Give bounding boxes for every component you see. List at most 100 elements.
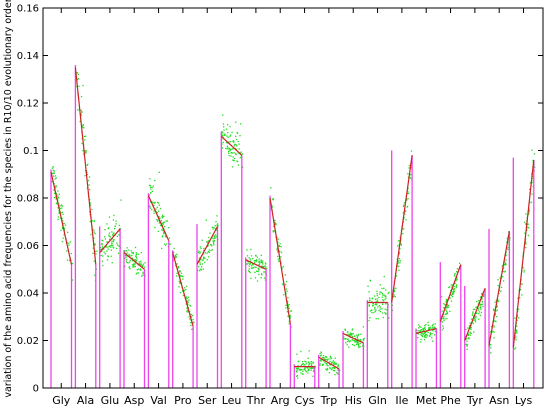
data-point <box>155 208 157 210</box>
data-point <box>134 263 136 265</box>
data-point <box>347 338 349 340</box>
data-point <box>298 360 300 362</box>
data-point <box>271 198 274 200</box>
data-point <box>322 363 324 365</box>
data-point <box>227 132 229 134</box>
data-point <box>131 252 133 254</box>
data-point <box>76 72 79 74</box>
data-point <box>256 256 258 258</box>
data-point <box>347 331 349 333</box>
data-point <box>114 228 116 230</box>
data-point <box>320 358 322 361</box>
data-point <box>250 248 252 251</box>
data-point <box>515 339 517 341</box>
data-point <box>334 357 336 359</box>
data-point <box>84 150 87 152</box>
data-point <box>63 223 65 225</box>
data-point <box>424 325 426 327</box>
data-point <box>215 236 218 238</box>
data-point <box>231 148 233 150</box>
data-point <box>447 304 450 307</box>
data-point <box>198 265 200 268</box>
data-point <box>387 292 389 295</box>
trend-line <box>512 159 535 348</box>
data-point <box>54 187 57 189</box>
data-point <box>469 334 471 336</box>
data-point <box>265 263 267 265</box>
data-point <box>281 283 284 285</box>
data-point <box>496 306 498 308</box>
data-point <box>499 277 501 279</box>
data-point <box>424 336 426 338</box>
data-point <box>230 141 232 143</box>
y-axis-title: variation of the amino acid frequencies … <box>3 0 14 398</box>
data-point <box>515 329 517 331</box>
data-point <box>66 259 69 261</box>
data-point <box>359 346 361 348</box>
data-point <box>325 362 327 365</box>
data-point <box>274 223 276 225</box>
data-point <box>504 270 506 272</box>
data-point <box>212 228 214 230</box>
data-point <box>384 296 386 298</box>
data-point <box>238 143 240 145</box>
data-point <box>265 266 267 268</box>
data-point <box>300 364 302 367</box>
data-point <box>332 361 334 363</box>
data-point <box>230 155 232 157</box>
data-point <box>284 274 286 276</box>
data-point <box>319 353 321 355</box>
data-point <box>467 334 469 336</box>
data-point <box>328 372 330 374</box>
data-point <box>53 170 55 172</box>
data-point <box>67 231 69 233</box>
data-point <box>337 372 339 375</box>
y-tick-label: 0.08 <box>17 194 39 205</box>
data-point <box>359 342 361 345</box>
data-point <box>468 333 470 335</box>
data-point <box>158 222 160 224</box>
data-point <box>500 286 503 288</box>
data-point <box>137 268 140 270</box>
data-point <box>343 338 345 340</box>
data-point <box>530 201 533 203</box>
data-point <box>360 333 362 335</box>
data-point <box>189 318 191 320</box>
data-point <box>149 206 151 208</box>
data-point <box>173 251 175 253</box>
data-point <box>89 220 91 223</box>
data-point <box>165 236 167 238</box>
data-point <box>379 306 381 308</box>
data-point <box>493 337 495 339</box>
data-point <box>529 182 531 184</box>
trend-line <box>464 288 486 341</box>
data-point <box>213 227 215 229</box>
data-point <box>174 264 177 267</box>
data-point <box>105 246 107 248</box>
x-tick-label: Phe <box>440 394 461 407</box>
data-point <box>358 344 360 346</box>
data-point <box>303 368 306 371</box>
data-point <box>476 301 478 303</box>
data-point <box>407 191 409 193</box>
data-point <box>474 308 476 310</box>
data-point <box>501 265 503 267</box>
data-point <box>323 357 325 359</box>
data-point <box>93 237 95 239</box>
data-point <box>498 289 501 291</box>
data-point <box>319 364 321 366</box>
data-point <box>301 363 304 365</box>
data-point <box>93 229 95 231</box>
data-point <box>368 305 370 307</box>
data-point <box>134 262 136 264</box>
data-point <box>468 325 471 327</box>
data-point <box>57 197 60 199</box>
data-point <box>255 266 257 268</box>
data-point <box>408 167 410 169</box>
data-point <box>116 244 119 246</box>
data-point <box>357 345 360 347</box>
data-point <box>352 328 354 330</box>
data-point <box>454 275 456 277</box>
data-point <box>136 272 138 274</box>
